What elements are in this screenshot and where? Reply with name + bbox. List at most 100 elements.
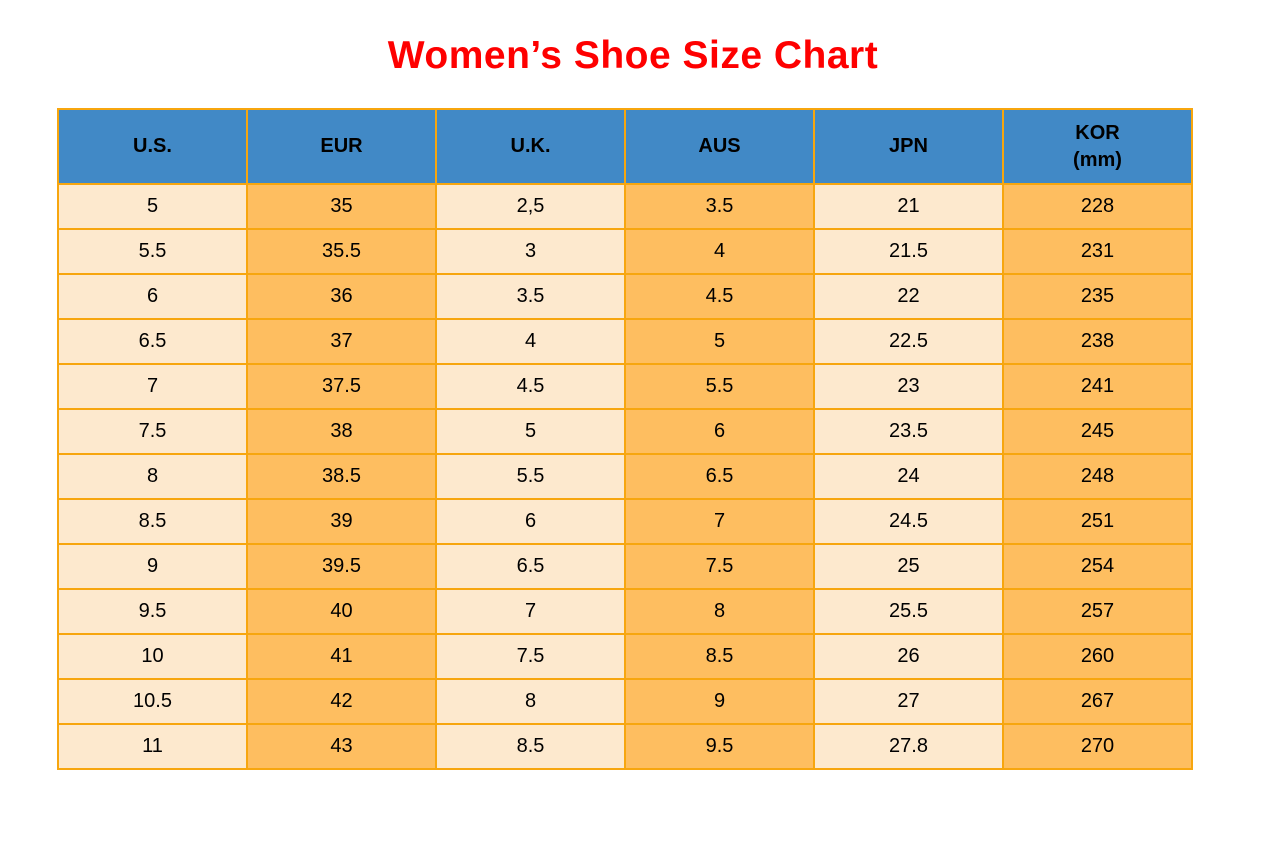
cell-kor-row5: 241 <box>1002 363 1193 410</box>
cell-eur-row13: 43 <box>246 723 437 770</box>
table-row: 10 41 7.5 8.5 26 260 <box>57 633 1193 680</box>
cell-eur-row5: 37.5 <box>246 363 437 410</box>
column-header-jpn: JPN <box>813 108 1004 185</box>
cell-eur-row3: 36 <box>246 273 437 320</box>
cell-eur-row7: 38.5 <box>246 453 437 500</box>
cell-aus-row6: 6 <box>624 408 815 455</box>
cell-eur-row6: 38 <box>246 408 437 455</box>
table-row: 6.5 37 4 5 22.5 238 <box>57 318 1193 365</box>
table-row: 10.5 42 8 9 27 267 <box>57 678 1193 725</box>
table-body: 5 35 2,5 3.5 21 228 5.5 35.5 3 4 21.5 231 6 36 3.5 4.5 2… <box>57 183 1193 770</box>
cell-aus-row7: 6.5 <box>624 453 815 500</box>
column-header-label: U.K. <box>510 135 551 157</box>
cell-us-row9: 9 <box>57 543 248 590</box>
column-header-label: AUS <box>698 135 741 157</box>
table-row: 6 36 3.5 4.5 22 235 <box>57 273 1193 320</box>
shoe-size-table: U.S. EUR U.K. AUS JPN KOR (mm) 5 35 2,5 3.5 21 228 5… <box>57 108 1193 770</box>
cell-uk-row5: 4.5 <box>435 363 626 410</box>
cell-us-row10: 9.5 <box>57 588 248 635</box>
cell-eur-row10: 40 <box>246 588 437 635</box>
cell-kor-row2: 231 <box>1002 228 1193 275</box>
column-header-label: KOR <box>1075 121 1120 144</box>
cell-jpn-row5: 23 <box>813 363 1004 410</box>
cell-kor-row13: 270 <box>1002 723 1193 770</box>
column-header-label: JPN <box>889 135 928 157</box>
cell-uk-row12: 8 <box>435 678 626 725</box>
table-row: 8 38.5 5.5 6.5 24 248 <box>57 453 1193 500</box>
cell-uk-row2: 3 <box>435 228 626 275</box>
cell-jpn-row3: 22 <box>813 273 1004 320</box>
cell-jpn-row4: 22.5 <box>813 318 1004 365</box>
table-header: U.S. EUR U.K. AUS JPN KOR (mm) <box>57 108 1193 185</box>
cell-eur-row12: 42 <box>246 678 437 725</box>
cell-uk-row13: 8.5 <box>435 723 626 770</box>
cell-uk-row8: 6 <box>435 498 626 545</box>
table-row: 7.5 38 5 6 23.5 245 <box>57 408 1193 455</box>
cell-kor-row8: 251 <box>1002 498 1193 545</box>
cell-us-row7: 8 <box>57 453 248 500</box>
cell-aus-row13: 9.5 <box>624 723 815 770</box>
table-row: 9.5 40 7 8 25.5 257 <box>57 588 1193 635</box>
cell-aus-row4: 5 <box>624 318 815 365</box>
cell-jpn-row13: 27.8 <box>813 723 1004 770</box>
cell-jpn-row9: 25 <box>813 543 1004 590</box>
cell-aus-row5: 5.5 <box>624 363 815 410</box>
cell-eur-row1: 35 <box>246 183 437 230</box>
column-header-uk: U.K. <box>435 108 626 185</box>
cell-us-row11: 10 <box>57 633 248 680</box>
cell-aus-row12: 9 <box>624 678 815 725</box>
cell-kor-row12: 267 <box>1002 678 1193 725</box>
cell-kor-row6: 245 <box>1002 408 1193 455</box>
cell-jpn-row11: 26 <box>813 633 1004 680</box>
cell-kor-row7: 248 <box>1002 453 1193 500</box>
cell-eur-row2: 35.5 <box>246 228 437 275</box>
column-header-sublabel: (mm) <box>1073 148 1122 171</box>
cell-uk-row11: 7.5 <box>435 633 626 680</box>
cell-jpn-row7: 24 <box>813 453 1004 500</box>
cell-kor-row9: 254 <box>1002 543 1193 590</box>
cell-kor-row11: 260 <box>1002 633 1193 680</box>
cell-eur-row11: 41 <box>246 633 437 680</box>
cell-us-row1: 5 <box>57 183 248 230</box>
cell-jpn-row6: 23.5 <box>813 408 1004 455</box>
cell-kor-row10: 257 <box>1002 588 1193 635</box>
table-row: 7 37.5 4.5 5.5 23 241 <box>57 363 1193 410</box>
column-header-label: U.S. <box>133 135 172 157</box>
column-header-us: U.S. <box>57 108 248 185</box>
cell-us-row4: 6.5 <box>57 318 248 365</box>
cell-us-row5: 7 <box>57 363 248 410</box>
cell-jpn-row10: 25.5 <box>813 588 1004 635</box>
table-row: 8.5 39 6 7 24.5 251 <box>57 498 1193 545</box>
table-row: 5.5 35.5 3 4 21.5 231 <box>57 228 1193 275</box>
cell-jpn-row1: 21 <box>813 183 1004 230</box>
column-header-aus: AUS <box>624 108 815 185</box>
cell-aus-row11: 8.5 <box>624 633 815 680</box>
cell-uk-row1: 2,5 <box>435 183 626 230</box>
cell-eur-row9: 39.5 <box>246 543 437 590</box>
cell-eur-row4: 37 <box>246 318 437 365</box>
cell-uk-row3: 3.5 <box>435 273 626 320</box>
cell-uk-row4: 4 <box>435 318 626 365</box>
column-header-label: EUR <box>320 135 363 157</box>
cell-aus-row2: 4 <box>624 228 815 275</box>
cell-uk-row9: 6.5 <box>435 543 626 590</box>
cell-uk-row6: 5 <box>435 408 626 455</box>
cell-kor-row1: 228 <box>1002 183 1193 230</box>
cell-jpn-row2: 21.5 <box>813 228 1004 275</box>
cell-jpn-row8: 24.5 <box>813 498 1004 545</box>
cell-uk-row10: 7 <box>435 588 626 635</box>
header-row: U.S. EUR U.K. AUS JPN KOR (mm) <box>57 108 1193 185</box>
page-title: Women’s Shoe Size Chart <box>387 34 879 77</box>
cell-us-row12: 10.5 <box>57 678 248 725</box>
cell-aus-row10: 8 <box>624 588 815 635</box>
cell-uk-row7: 5.5 <box>435 453 626 500</box>
table-row: 11 43 8.5 9.5 27.8 270 <box>57 723 1193 770</box>
cell-kor-row4: 238 <box>1002 318 1193 365</box>
cell-aus-row9: 7.5 <box>624 543 815 590</box>
cell-aus-row3: 4.5 <box>624 273 815 320</box>
cell-aus-row1: 3.5 <box>624 183 815 230</box>
table-row: 9 39.5 6.5 7.5 25 254 <box>57 543 1193 590</box>
cell-us-row8: 8.5 <box>57 498 248 545</box>
column-header-kor: KOR (mm) <box>1002 108 1193 185</box>
cell-us-row2: 5.5 <box>57 228 248 275</box>
